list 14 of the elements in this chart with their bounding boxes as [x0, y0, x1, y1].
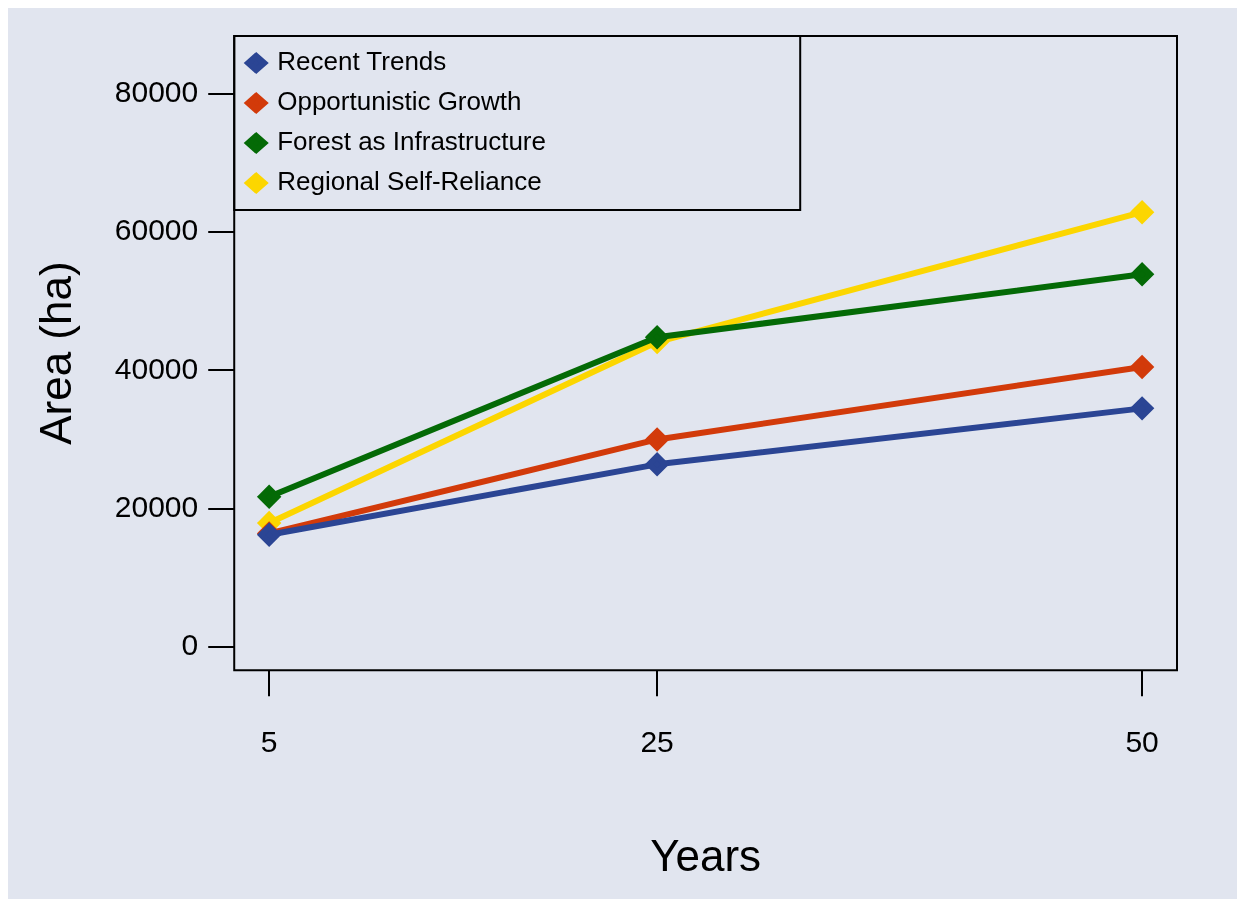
- legend-label: Forest as Infrastructure: [277, 126, 546, 157]
- y-tick-label: 20000: [114, 489, 199, 523]
- legend-label: Recent Trends: [277, 46, 447, 77]
- y-tick-label: 40000: [114, 351, 199, 385]
- x-tick-label: 50: [1125, 725, 1159, 759]
- y-tick-label: 60000: [114, 213, 199, 247]
- y-tick-label: 0: [181, 627, 199, 661]
- y-tick-label: 80000: [114, 75, 199, 109]
- legend-label: Opportunistic Growth: [277, 86, 522, 117]
- y-axis-title: Area (ha): [30, 261, 80, 445]
- x-axis-title: Years: [650, 830, 762, 880]
- x-tick-label: 5: [260, 725, 278, 759]
- x-tick-label: 25: [640, 725, 674, 759]
- legend-label: Regional Self-Reliance: [277, 166, 542, 197]
